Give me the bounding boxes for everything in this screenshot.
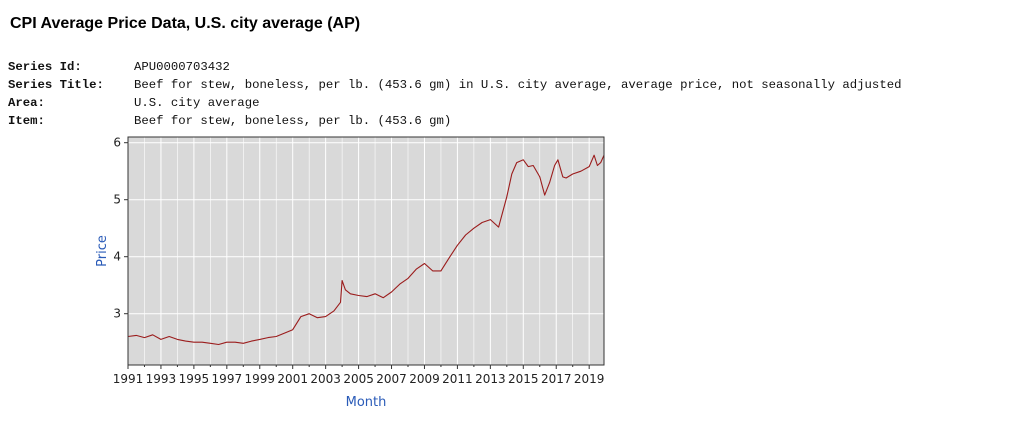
meta-label: Series Id: [8,60,82,74]
plot-border [127,136,605,366]
x-tick-label: 2011 [442,372,473,386]
price-series-line [127,154,605,346]
x-tick-label: 2001 [277,372,308,386]
y-tick-label: 3 [113,307,121,321]
x-tick-label: 1997 [212,372,243,386]
x-tick-label: 1999 [244,372,275,386]
y-tick-label: 4 [113,250,121,264]
meta-label: Series Title: [8,78,104,92]
x-tick-label: 2013 [475,372,506,386]
x-tick-label: 2017 [541,372,572,386]
x-tick-label: 2019 [574,372,605,386]
y-tick-label: 5 [113,193,121,207]
meta-row-series-id: Series Id: APU0000703432 [8,58,901,76]
x-tick-label: 1993 [146,372,177,386]
series-group [127,154,605,346]
meta-row-area: Area: U.S. city average [8,94,901,112]
grid-lines [127,137,604,365]
meta-value: U.S. city average [134,96,260,110]
meta-row-item: Item: Beef for stew, boneless, per lb. (… [8,112,901,130]
y-axis-ticks: 3 4 5 6 [113,136,128,321]
meta-label: Area: [8,96,45,110]
x-tick-label: 1991 [113,372,144,386]
x-axis-title: Month [346,395,387,410]
meta-value: APU0000703432 [134,60,230,74]
page-title: CPI Average Price Data, U.S. city averag… [10,15,361,32]
x-tick-label: 1995 [179,372,210,386]
meta-row-series-title: Series Title: Beef for stew, boneless, p… [8,76,901,94]
meta-label: Item: [8,114,45,128]
meta-value: Beef for stew, boneless, per lb. (453.6 … [134,114,452,128]
x-tick-label: 2007 [376,372,407,386]
y-axis-title: Price [95,235,110,267]
series-metadata: Series Id: APU0000703432 Series Title: B… [8,58,901,130]
x-axis-ticks: 1991 1993 1995 1997 1999 2001 2003 2005 2007 2009… [113,365,605,386]
y-tick-label: 6 [113,136,121,150]
meta-value: Beef for stew, boneless, per lb. (453.6 … [134,78,902,92]
x-tick-label: 2009 [409,372,440,386]
x-tick-label: 2003 [310,372,341,386]
x-tick-label: 2015 [508,372,539,386]
plot-area [128,137,604,365]
x-tick-label: 2005 [343,372,374,386]
